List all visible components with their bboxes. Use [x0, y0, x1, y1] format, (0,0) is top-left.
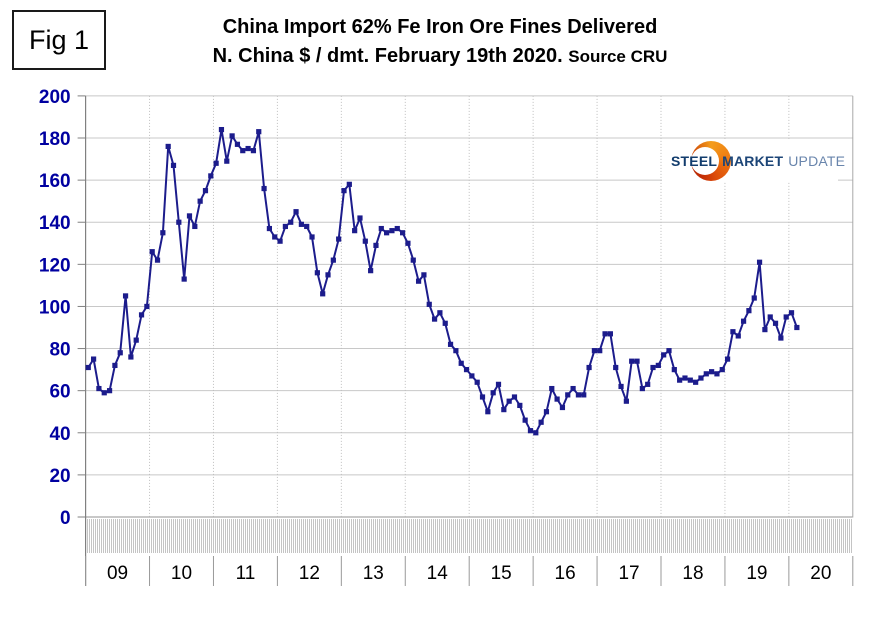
- y-tick-label: 0: [60, 508, 71, 529]
- smu-logo: STEEL MARKET UPDATE: [662, 139, 845, 182]
- x-year-label: 13: [363, 563, 384, 584]
- chart-title-line1: China Import 62% Fe Iron Ore Fines Deliv…: [222, 16, 658, 38]
- minor-tick-band: [87, 519, 852, 553]
- smu-logo-update: UPDATE: [788, 152, 846, 169]
- y-axis-ticks: [77, 95, 86, 518]
- year-gridlines: [149, 95, 854, 518]
- smu-logo-market: MARKET: [722, 152, 784, 169]
- y-tick-label: 140: [39, 213, 71, 234]
- smu-crescent-icon: [691, 141, 731, 181]
- smu-logo-steel: STEEL: [671, 152, 718, 169]
- chart-source: Source CRU: [568, 47, 668, 66]
- data-points: [85, 126, 800, 436]
- y-tick-label: 120: [39, 255, 71, 276]
- y-tick-label: 160: [39, 171, 71, 192]
- y-tick-label: 200: [39, 87, 71, 108]
- x-year-label: 15: [491, 563, 512, 584]
- y-tick-label: 180: [39, 129, 71, 150]
- figure-label: Fig 1: [28, 24, 90, 55]
- y-tick-label: 100: [39, 297, 71, 318]
- smu-logo-text: STEEL MARKET UPDATE: [671, 153, 845, 169]
- x-year-label: 12: [299, 563, 320, 584]
- x-axis-year-row: 09 10 11 12 13 14 15 16 17 18 19 20: [85, 556, 854, 586]
- y-tick-label: 60: [49, 382, 70, 403]
- x-year-label: 14: [427, 563, 449, 584]
- x-year-label: 11: [236, 563, 256, 584]
- y-tick-label: 40: [49, 424, 70, 445]
- y-tick-label: 80: [49, 340, 70, 361]
- figure-label-box: Fig 1: [12, 10, 106, 70]
- x-year-label: 17: [618, 563, 639, 584]
- chart-subtitle: N. China $ / dmt. February 19th 2020.: [212, 45, 563, 67]
- x-year-label: 18: [682, 563, 703, 584]
- x-year-label: 10: [171, 563, 192, 584]
- x-year-label: 16: [555, 563, 576, 584]
- y-tick-label: 20: [49, 466, 70, 487]
- x-year-label: 09: [107, 563, 128, 584]
- x-year-label: 20: [810, 563, 831, 584]
- chart-title-line2: N. China $ / dmt. February 19th 2020. So…: [110, 42, 770, 71]
- x-year-label: 19: [746, 563, 767, 584]
- chart-title: China Import 62% Fe Iron Ore Fines Deliv…: [110, 12, 770, 71]
